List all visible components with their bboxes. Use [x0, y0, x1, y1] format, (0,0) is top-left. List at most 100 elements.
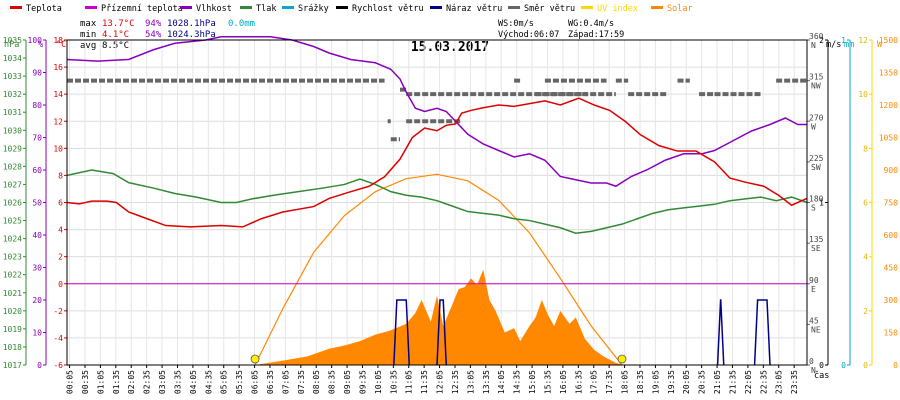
direction-tick-label: 90 — [809, 276, 819, 285]
direction-tick-label: SW — [811, 163, 821, 172]
temperature-tick-label: 2 — [58, 253, 63, 262]
sunset-info: Západ:17:59 — [568, 30, 624, 40]
direction-tick-label: 45 — [809, 316, 819, 325]
time-tick-label: 20:05 — [682, 370, 691, 394]
time-tick-label: 17:05 — [590, 370, 599, 394]
pressure-tick-label: 1020 — [3, 307, 22, 316]
time-tick-label: 15:05 — [528, 370, 537, 394]
uv-tick-label: 2 — [863, 307, 868, 316]
gust-pulse — [753, 299, 771, 366]
time-tick-label: 04:35 — [204, 370, 213, 394]
temperature-tick-label: 6 — [58, 199, 63, 208]
stat-min-press: 1024.3hPa — [167, 30, 216, 40]
humidity-tick-label: 50 — [32, 199, 42, 208]
sun-marker — [250, 354, 260, 364]
time-tick-label: 03:35 — [173, 370, 182, 394]
pressure-tick-label: 1028 — [3, 162, 22, 171]
legend-swatch — [651, 6, 663, 9]
temperature-tick-label: 14 — [53, 90, 63, 99]
time-tick-label: 12:05 — [436, 370, 445, 394]
time-tick-label: 07:35 — [297, 370, 306, 394]
legend-swatch — [85, 6, 97, 9]
time-tick-label: 05:05 — [220, 370, 229, 394]
direction-tick-label: N — [811, 366, 816, 375]
time-tick-label: 13:35 — [482, 370, 491, 394]
time-tick-label: 11:05 — [405, 370, 414, 394]
pressure-tick-label: 1025 — [3, 217, 22, 226]
humidity-line — [66, 36, 807, 188]
humidity-tick-label: 100 — [28, 36, 43, 45]
legend-label: Směr větru — [524, 4, 575, 14]
solar-tick-label: 1050 — [879, 134, 898, 143]
direction-tick-label: W — [811, 122, 816, 131]
humidity-tick-label: 90 — [32, 69, 42, 78]
solar-tick-label: 1500 — [879, 36, 898, 45]
stat-min-hum: 54% — [145, 30, 162, 40]
temperature-axis-unit: °C — [56, 40, 66, 50]
time-tick-label: 16:05 — [559, 370, 568, 394]
direction-tick-label: S — [811, 204, 816, 213]
gust-pulse — [393, 299, 410, 366]
direction-tick-label: NW — [811, 82, 821, 91]
wind-gust-info: WG:0.4m/s — [568, 19, 614, 29]
solar-tick-label: 300 — [884, 296, 899, 305]
time-tick-label: 23:05 — [775, 370, 784, 394]
time-tick-label: 18:05 — [621, 370, 630, 394]
time-tick-label: 19:35 — [667, 370, 676, 394]
legend: Teplota Přízemní teplota Vlhkost Tlak Srážky… — [10, 4, 693, 14]
time-tick-label: 19:05 — [651, 370, 660, 394]
uv-tick-label: 8 — [863, 144, 868, 153]
solar-tick-label: 900 — [884, 166, 899, 175]
humidity-tick-label: 0 — [37, 361, 42, 370]
time-tick-label: 15:35 — [543, 370, 552, 394]
pressure-tick-label: 1017 — [3, 361, 22, 370]
time-tick-label: 01:05 — [96, 370, 105, 394]
temperature-tick-label: 12 — [53, 117, 63, 126]
grid — [67, 39, 807, 366]
pressure-tick-label: 1029 — [3, 144, 22, 153]
legend-swatch — [336, 6, 348, 9]
wind-tick-label: 2 — [819, 36, 824, 45]
pressure-tick-label: 1021 — [3, 289, 22, 298]
plot-area — [66, 36, 808, 366]
legend-swatch — [10, 6, 22, 9]
gust-pulse — [716, 299, 725, 366]
humidity-axis-unit: % — [38, 40, 43, 50]
time-axis-label: čas — [814, 370, 829, 381]
temperature-tick-label: 18 — [53, 36, 63, 45]
rain-axis-unit: mm — [844, 40, 854, 50]
direction-tick-label: E — [811, 285, 816, 294]
solar-tick-label: 1200 — [879, 101, 898, 110]
temperature-tick-label: 0 — [58, 280, 63, 289]
time-tick-label: 21:35 — [728, 370, 737, 394]
uv-tick-label: 4 — [863, 253, 868, 262]
legend-label: Solar — [667, 4, 693, 14]
time-tick-label: 09:05 — [343, 370, 352, 394]
pressure-tick-label: 1024 — [3, 235, 22, 244]
time-tick-label: 03:05 — [158, 370, 167, 394]
uv-tick-label: 12 — [858, 36, 868, 45]
solar-tick-label: 150 — [884, 329, 899, 338]
direction-tick-label: 180 — [809, 195, 824, 204]
time-tick-label: 06:35 — [266, 370, 275, 394]
solar-tick-label: 450 — [884, 264, 899, 273]
pressure-tick-label: 1035 — [3, 36, 22, 45]
legend-label: Náraz větru — [446, 4, 502, 14]
time-tick-label: 14:05 — [497, 370, 506, 394]
time-tick-label: 04:05 — [189, 370, 198, 394]
pressure-tick-label: 1031 — [3, 108, 22, 117]
legend-label: Rychlost větru — [352, 4, 424, 14]
humidity-tick-label: 70 — [32, 134, 42, 143]
legend-swatch — [180, 6, 192, 9]
legend-swatch — [430, 6, 442, 9]
pressure-axis-unit: hPa — [4, 40, 19, 50]
wind-speed-info: WS:0m/s — [498, 19, 534, 29]
legend-label: Vlhkost — [196, 4, 232, 14]
uv-tick-label: 10 — [858, 90, 868, 99]
time-tick-label: 00:35 — [81, 370, 90, 394]
time-tick-label: 22:05 — [744, 370, 753, 394]
temperature-tick-label: -4 — [53, 334, 63, 343]
chart-title: 15.03.2017 — [411, 40, 489, 55]
time-tick-label: 14:35 — [513, 370, 522, 394]
